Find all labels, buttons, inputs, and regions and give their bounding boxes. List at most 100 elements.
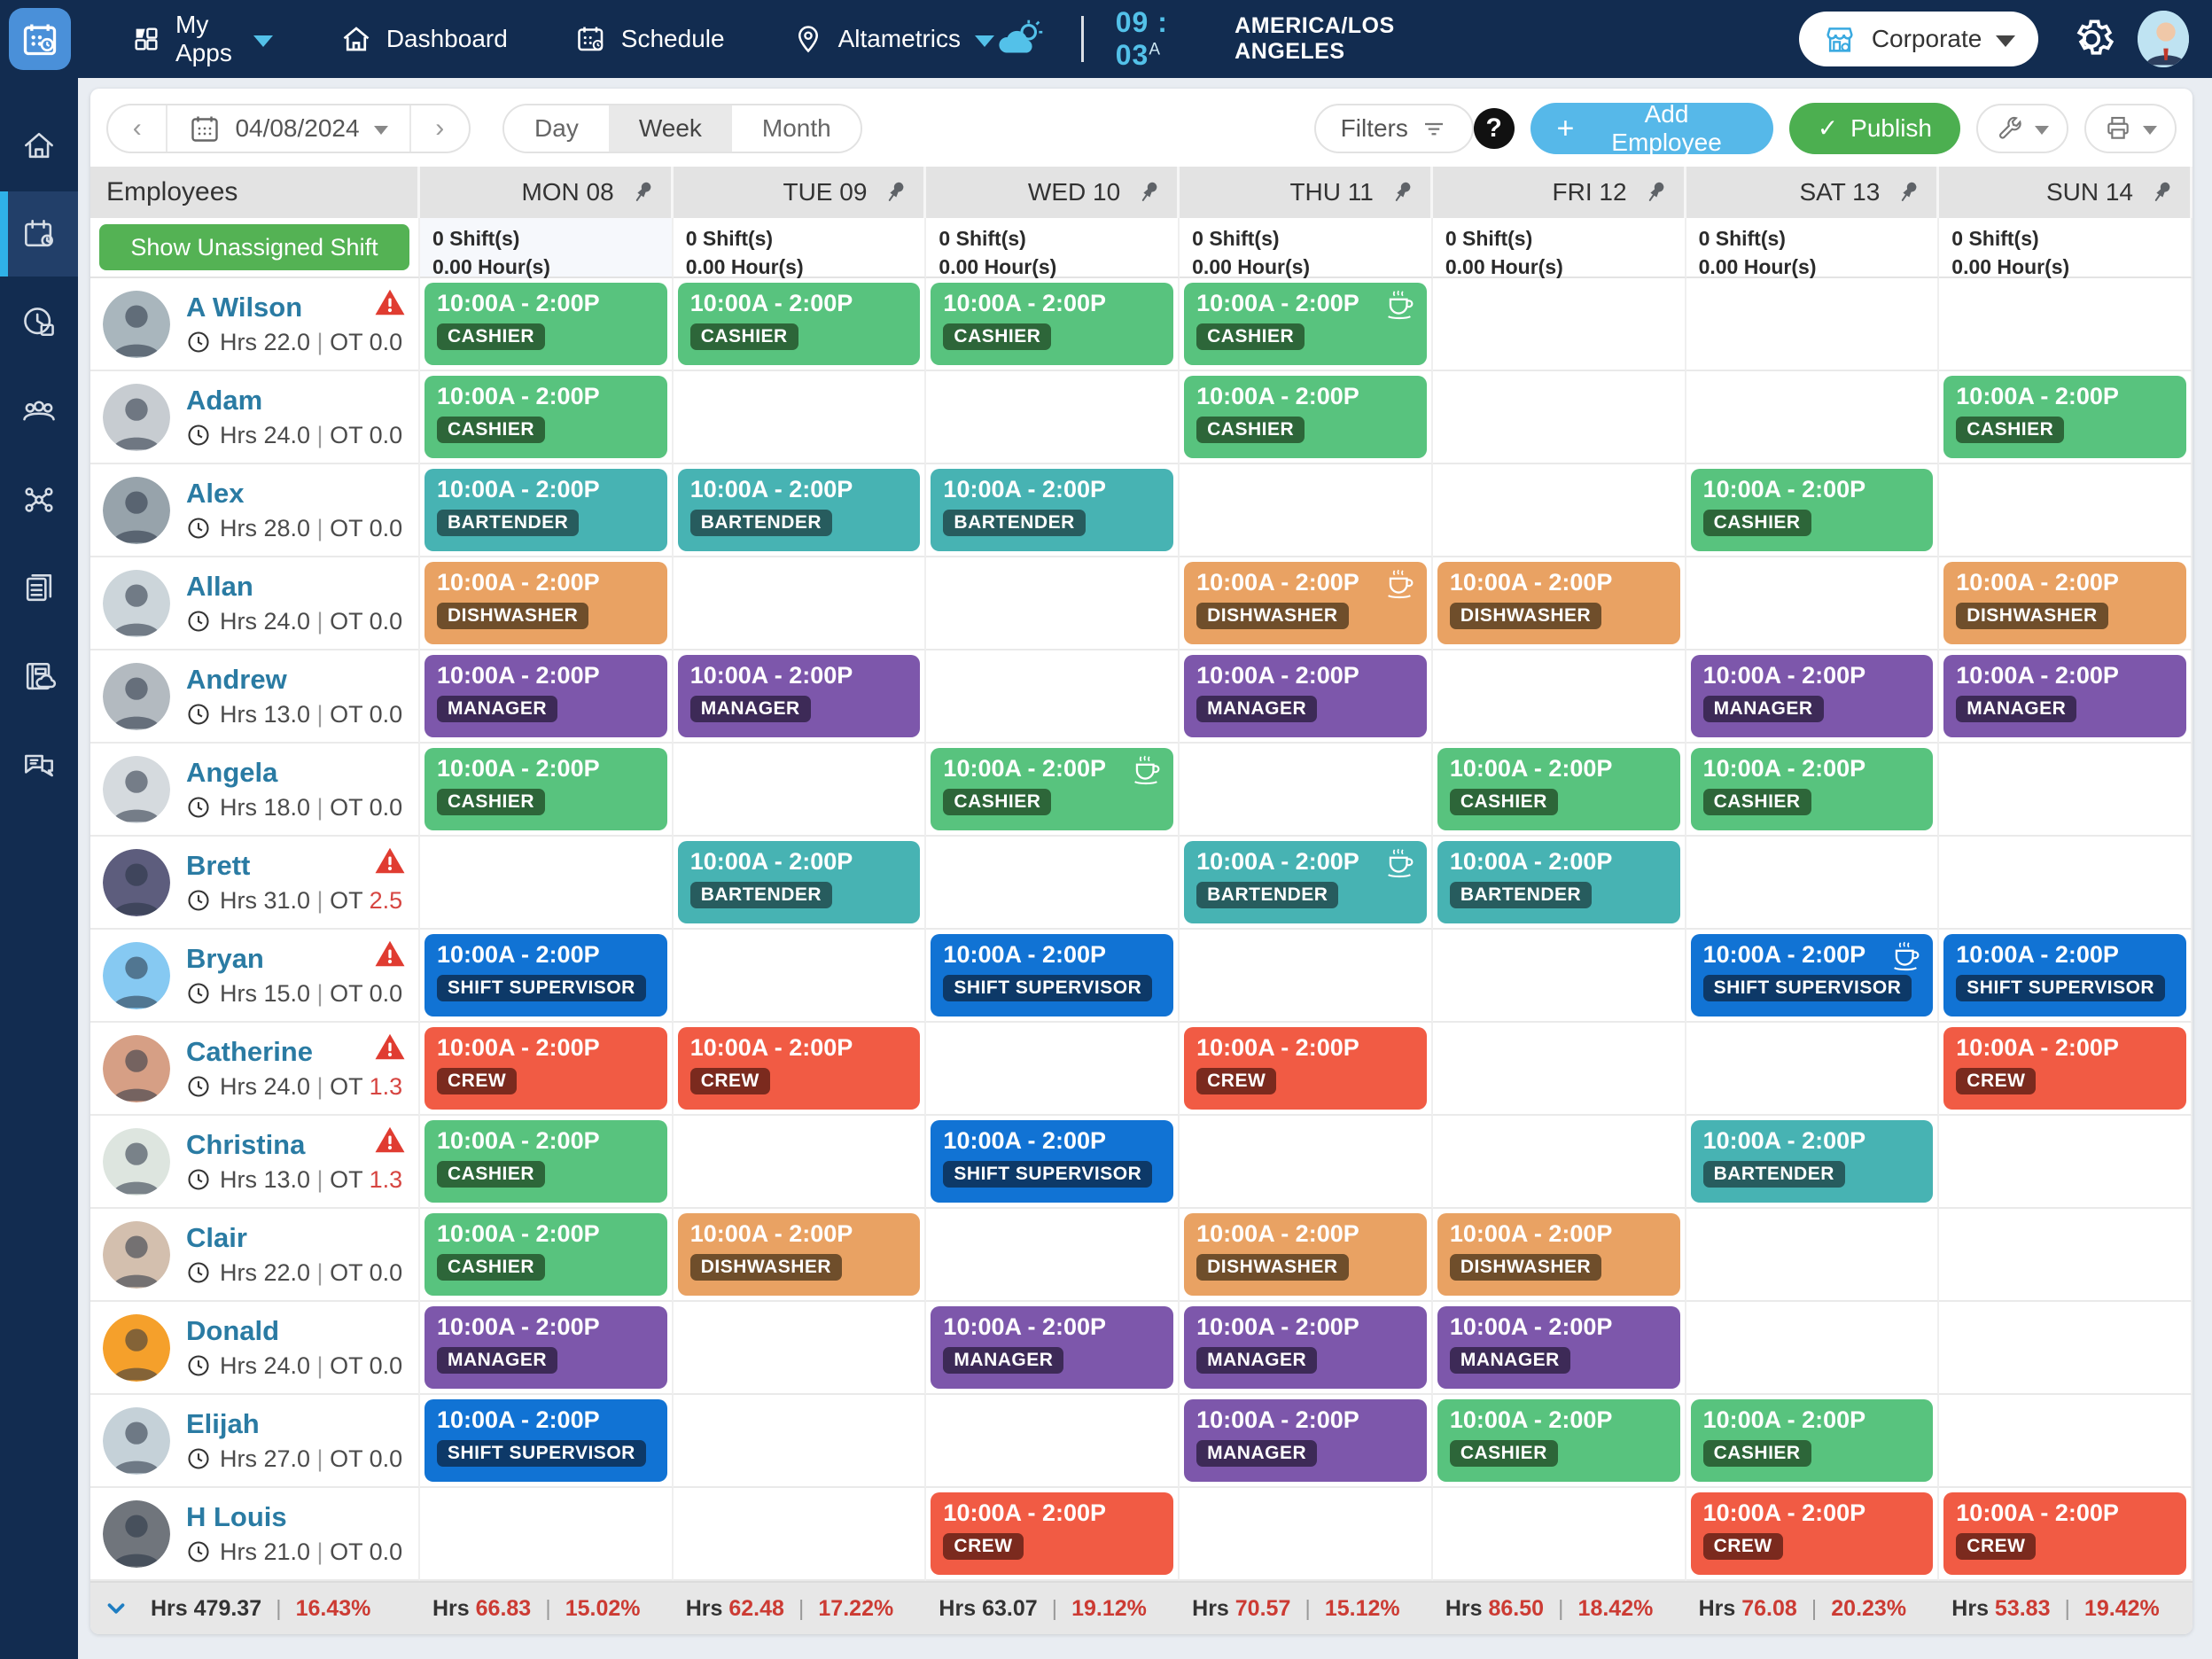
employee-name[interactable]: Donald xyxy=(186,1315,280,1347)
pin-day-button[interactable] xyxy=(614,179,671,206)
shift-card[interactable]: 10:00A - 2:00P CASHIER xyxy=(1184,283,1427,365)
schedule-cell[interactable]: 10:00A - 2:00P CASHIER xyxy=(420,744,674,837)
pin-day-button[interactable] xyxy=(867,179,923,206)
shift-card[interactable]: 10:00A - 2:00P SHIFT SUPERVISOR xyxy=(1690,934,1934,1016)
employee-name[interactable]: Christina xyxy=(186,1129,306,1161)
schedule-cell[interactable] xyxy=(1686,557,1940,650)
employee-name[interactable]: Brett xyxy=(186,850,251,882)
schedule-cell[interactable]: 10:00A - 2:00P SHIFT SUPERVISOR xyxy=(420,930,674,1023)
collapse-chevron-icon[interactable] xyxy=(103,1595,129,1622)
schedule-cell[interactable] xyxy=(1686,837,1940,930)
schedule-cell[interactable]: 10:00A - 2:00P CASHIER xyxy=(1432,1395,1686,1488)
schedule-cell[interactable]: 10:00A - 2:00P CASHIER xyxy=(926,278,1180,371)
shift-card[interactable]: 10:00A - 2:00P SHIFT SUPERVISOR xyxy=(931,1120,1174,1203)
schedule-cell[interactable] xyxy=(1939,1395,2193,1488)
schedule-cell[interactable]: 10:00A - 2:00P SHIFT SUPERVISOR xyxy=(926,1116,1180,1209)
schedule-cell[interactable]: 10:00A - 2:00P DISHWASHER xyxy=(1180,1209,1433,1302)
employee-name[interactable]: Adam xyxy=(186,385,263,417)
schedule-cell[interactable]: 10:00A - 2:00P CASHIER xyxy=(1939,371,2193,464)
shift-card[interactable]: 10:00A - 2:00P CASHIER xyxy=(1943,376,2186,458)
employee-row[interactable]: Elijah Hrs 27.0 | OT 0.0 xyxy=(90,1395,420,1488)
shift-card[interactable]: 10:00A - 2:00P MANAGER xyxy=(1184,1399,1427,1482)
employee-row[interactable]: Adam Hrs 24.0 | OT 0.0 xyxy=(90,371,420,464)
schedule-cell[interactable] xyxy=(926,557,1180,650)
schedule-cell[interactable]: 10:00A - 2:00P CASHIER xyxy=(420,1116,674,1209)
schedule-cell[interactable] xyxy=(673,371,927,464)
print-button[interactable] xyxy=(2084,104,2177,153)
shift-card[interactable]: 10:00A - 2:00P CASHIER xyxy=(677,283,921,365)
schedule-cell[interactable] xyxy=(420,837,674,930)
shift-card[interactable]: 10:00A - 2:00P CASHIER xyxy=(424,1213,667,1296)
schedule-cell[interactable]: 10:00A - 2:00P CASHIER xyxy=(926,744,1180,837)
shift-card[interactable]: 10:00A - 2:00P DISHWASHER xyxy=(677,1213,921,1296)
shift-card[interactable]: 10:00A - 2:00P MANAGER xyxy=(1184,1306,1427,1389)
corporate-selector[interactable]: Corporate xyxy=(1798,12,2039,66)
schedule-cell[interactable] xyxy=(1686,1209,1940,1302)
schedule-cell[interactable]: 10:00A - 2:00P CASHIER xyxy=(1686,464,1940,557)
schedule-cell[interactable]: 10:00A - 2:00P DISHWASHER xyxy=(673,1209,927,1302)
shift-card[interactable]: 10:00A - 2:00P MANAGER xyxy=(1943,655,2186,737)
schedule-cell[interactable]: 10:00A - 2:00P SHIFT SUPERVISOR xyxy=(1686,930,1940,1023)
schedule-cell[interactable] xyxy=(1939,744,2193,837)
schedule-cell[interactable] xyxy=(1432,1116,1686,1209)
next-date-button[interactable]: › xyxy=(435,113,445,143)
employee-row[interactable]: Angela Hrs 18.0 | OT 0.0 xyxy=(90,744,420,837)
schedule-cell[interactable] xyxy=(673,930,927,1023)
shift-card[interactable]: 10:00A - 2:00P CASHIER xyxy=(424,376,667,458)
sidebar-item-time-clock[interactable] xyxy=(0,280,78,365)
employee-name[interactable]: Andrew xyxy=(186,664,287,696)
employee-name[interactable]: Allan xyxy=(186,571,253,603)
schedule-cell[interactable] xyxy=(1432,464,1686,557)
employee-row[interactable]: Catherine Hrs 24.0 | OT 1.3 xyxy=(90,1023,420,1116)
schedule-cell[interactable] xyxy=(1180,1116,1433,1209)
schedule-cell[interactable] xyxy=(420,1488,674,1581)
schedule-cell[interactable] xyxy=(1939,1209,2193,1302)
schedule-cell[interactable]: 10:00A - 2:00P MANAGER xyxy=(1686,650,1940,744)
shift-card[interactable]: 10:00A - 2:00P MANAGER xyxy=(1437,1306,1680,1389)
schedule-cell[interactable] xyxy=(926,1209,1180,1302)
add-employee-button[interactable]: + Add Employee xyxy=(1530,100,1773,156)
schedule-cell[interactable]: 10:00A - 2:00P CASHIER xyxy=(1686,1395,1940,1488)
employee-row[interactable]: Allan Hrs 24.0 | OT 0.0 xyxy=(90,557,420,650)
shift-card[interactable]: 10:00A - 2:00P CASHIER xyxy=(424,283,667,365)
shift-card[interactable]: 10:00A - 2:00P MANAGER xyxy=(931,1306,1174,1389)
help-button[interactable]: ? xyxy=(1473,108,1515,149)
shift-card[interactable]: 10:00A - 2:00P CREW xyxy=(677,1027,921,1110)
shift-card[interactable]: 10:00A - 2:00P DISHWASHER xyxy=(1184,562,1427,644)
date-picker[interactable]: 04/08/2024 xyxy=(166,105,411,152)
shift-card[interactable]: 10:00A - 2:00P BARTENDER xyxy=(1690,1120,1934,1203)
schedule-cell[interactable]: 10:00A - 2:00P CASHIER xyxy=(1180,371,1433,464)
schedule-cell[interactable]: 10:00A - 2:00P MANAGER xyxy=(1180,1302,1433,1395)
employee-row[interactable]: Andrew Hrs 13.0 | OT 0.0 xyxy=(90,650,420,744)
shift-card[interactable]: 10:00A - 2:00P CASHIER xyxy=(1690,748,1934,830)
employee-name[interactable]: Angela xyxy=(186,757,278,789)
schedule-cell[interactable]: 10:00A - 2:00P SHIFT SUPERVISOR xyxy=(1939,930,2193,1023)
schedule-cell[interactable]: 10:00A - 2:00P MANAGER xyxy=(926,1302,1180,1395)
schedule-cell[interactable]: 10:00A - 2:00P CREW xyxy=(1939,1023,2193,1116)
schedule-cell[interactable]: 10:00A - 2:00P CREW xyxy=(673,1023,927,1116)
schedule-cell[interactable] xyxy=(673,1488,927,1581)
schedule-cell[interactable] xyxy=(1180,1488,1433,1581)
footer-collapse-button[interactable] xyxy=(103,1595,129,1622)
schedule-cell[interactable] xyxy=(673,1302,927,1395)
employee-row[interactable]: Brett Hrs 31.0 | OT 2.5 xyxy=(90,837,420,930)
shift-card[interactable]: 10:00A - 2:00P CREW xyxy=(1943,1492,2186,1575)
employee-name[interactable]: A Wilson xyxy=(186,292,303,323)
schedule-cell[interactable] xyxy=(926,371,1180,464)
schedule-cell[interactable]: 10:00A - 2:00P DISHWASHER xyxy=(1432,557,1686,650)
schedule-cell[interactable]: 10:00A - 2:00P MANAGER xyxy=(673,650,927,744)
settings-gear-icon[interactable] xyxy=(2068,16,2115,62)
sidebar-item-org-network[interactable] xyxy=(0,457,78,542)
view-tab-day[interactable]: Day xyxy=(504,105,609,152)
schedule-cell[interactable] xyxy=(926,1023,1180,1116)
schedule-cell[interactable] xyxy=(1939,1302,2193,1395)
shift-card[interactable]: 10:00A - 2:00P CASHIER xyxy=(1184,376,1427,458)
app-logo[interactable] xyxy=(9,8,71,70)
publish-button[interactable]: ✓ Publish xyxy=(1788,103,1960,154)
schedule-cell[interactable]: 10:00A - 2:00P MANAGER xyxy=(1180,1395,1433,1488)
shift-card[interactable]: 10:00A - 2:00P BARTENDER xyxy=(677,841,921,923)
schedule-cell[interactable]: 10:00A - 2:00P BARTENDER xyxy=(420,464,674,557)
shift-card[interactable]: 10:00A - 2:00P CREW xyxy=(1184,1027,1427,1110)
schedule-cell[interactable]: 10:00A - 2:00P CASHIER xyxy=(420,278,674,371)
shift-card[interactable]: 10:00A - 2:00P MANAGER xyxy=(424,1306,667,1389)
